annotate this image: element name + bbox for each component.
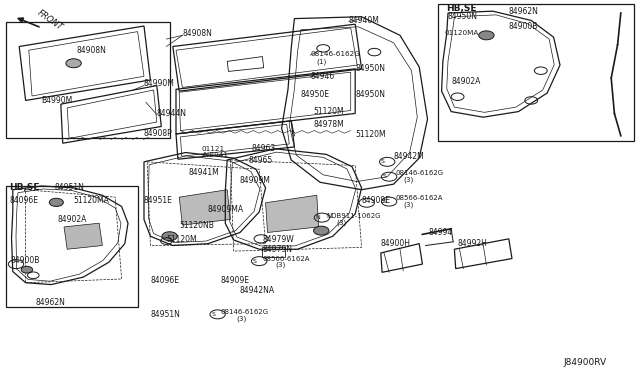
- Text: 01121: 01121: [202, 146, 225, 152]
- Text: N: N: [315, 215, 320, 220]
- Text: (3): (3): [403, 201, 413, 208]
- Text: 51120MA: 51120MA: [74, 196, 109, 205]
- Text: FRONT: FRONT: [35, 9, 64, 32]
- Polygon shape: [266, 195, 319, 232]
- Text: 84979W: 84979W: [262, 235, 294, 244]
- Text: 84962N: 84962N: [35, 298, 65, 307]
- Text: 84908N: 84908N: [77, 46, 107, 55]
- Text: 84940M: 84940M: [349, 16, 380, 25]
- Text: 51120M: 51120M: [355, 130, 386, 139]
- Text: (3): (3): [275, 262, 285, 268]
- Circle shape: [314, 226, 329, 235]
- Text: 84951N: 84951N: [150, 310, 180, 319]
- Text: 84900B: 84900B: [509, 22, 538, 31]
- Text: 08146-6162G: 08146-6162G: [221, 310, 269, 315]
- Text: 84979N: 84979N: [262, 245, 292, 254]
- Text: 84096E: 84096E: [10, 196, 38, 205]
- Text: 84946: 84946: [310, 72, 335, 81]
- Text: 51120M: 51120M: [314, 107, 344, 116]
- Text: 84902A: 84902A: [451, 77, 481, 86]
- Text: B4990M: B4990M: [42, 96, 73, 105]
- Text: 01120MA: 01120MA: [445, 31, 479, 36]
- Text: S: S: [383, 199, 387, 204]
- Circle shape: [21, 266, 33, 273]
- Text: 84909M: 84909M: [240, 176, 271, 185]
- Text: 84900H: 84900H: [381, 239, 411, 248]
- Text: 84096E: 84096E: [150, 276, 179, 285]
- Text: 84978M: 84978M: [314, 120, 344, 129]
- Circle shape: [66, 59, 81, 68]
- Text: 84909E: 84909E: [362, 196, 390, 205]
- Text: (3): (3): [403, 177, 413, 183]
- Text: 08566-6162A: 08566-6162A: [262, 256, 310, 262]
- Text: 84965: 84965: [248, 156, 273, 165]
- Text: 84950N: 84950N: [355, 64, 385, 73]
- Text: 08146-6162G: 08146-6162G: [396, 170, 444, 176]
- Text: S: S: [253, 259, 257, 264]
- Text: S: S: [211, 312, 215, 317]
- Text: 84994: 84994: [429, 228, 453, 237]
- Text: 84941M: 84941M: [189, 169, 220, 177]
- Text: 84942NA: 84942NA: [240, 286, 275, 295]
- Text: 84908P: 84908P: [144, 129, 173, 138]
- Text: 84990M: 84990M: [144, 79, 175, 88]
- Circle shape: [49, 198, 63, 206]
- Text: 84900B: 84900B: [10, 256, 40, 265]
- Circle shape: [162, 232, 177, 241]
- Text: 84909E: 84909E: [221, 276, 250, 285]
- Circle shape: [479, 31, 494, 40]
- Bar: [6, 186, 138, 307]
- Text: S: S: [383, 174, 387, 179]
- Text: S: S: [381, 159, 385, 164]
- Text: 84942M: 84942M: [394, 152, 424, 161]
- Text: NDB911-1062G: NDB911-1062G: [326, 213, 381, 219]
- Text: 84992H: 84992H: [458, 239, 488, 248]
- Polygon shape: [64, 223, 102, 249]
- Polygon shape: [179, 190, 230, 225]
- Text: 08146-6162G: 08146-6162G: [310, 51, 360, 57]
- Text: HB,SE: HB,SE: [446, 4, 477, 13]
- Text: 84950N: 84950N: [448, 12, 478, 21]
- Bar: [438, 4, 634, 141]
- Text: (3): (3): [237, 315, 247, 322]
- Text: 84950E: 84950E: [301, 90, 330, 99]
- Text: J84900RV: J84900RV: [563, 358, 606, 367]
- Text: 84962N: 84962N: [509, 7, 539, 16]
- Text: 84951N: 84951N: [54, 183, 84, 192]
- Text: 84909MA: 84909MA: [208, 205, 244, 214]
- Text: 84951E: 84951E: [144, 196, 173, 205]
- Text: 84944N: 84944N: [157, 109, 187, 118]
- Text: -NB041: -NB041: [202, 152, 228, 158]
- Text: 84908N: 84908N: [182, 29, 212, 38]
- Text: (1): (1): [317, 58, 327, 65]
- Bar: [6, 22, 170, 138]
- Bar: [262, 247, 285, 257]
- Text: 84963: 84963: [252, 144, 276, 153]
- Text: HB,SE: HB,SE: [10, 183, 40, 192]
- Text: 51120M: 51120M: [166, 235, 197, 244]
- Text: 51120NB: 51120NB: [179, 221, 214, 230]
- Text: 08566-6162A: 08566-6162A: [396, 195, 443, 201]
- Text: 84950N: 84950N: [355, 90, 385, 99]
- Text: 84902A: 84902A: [58, 215, 87, 224]
- Text: (3): (3): [336, 220, 346, 227]
